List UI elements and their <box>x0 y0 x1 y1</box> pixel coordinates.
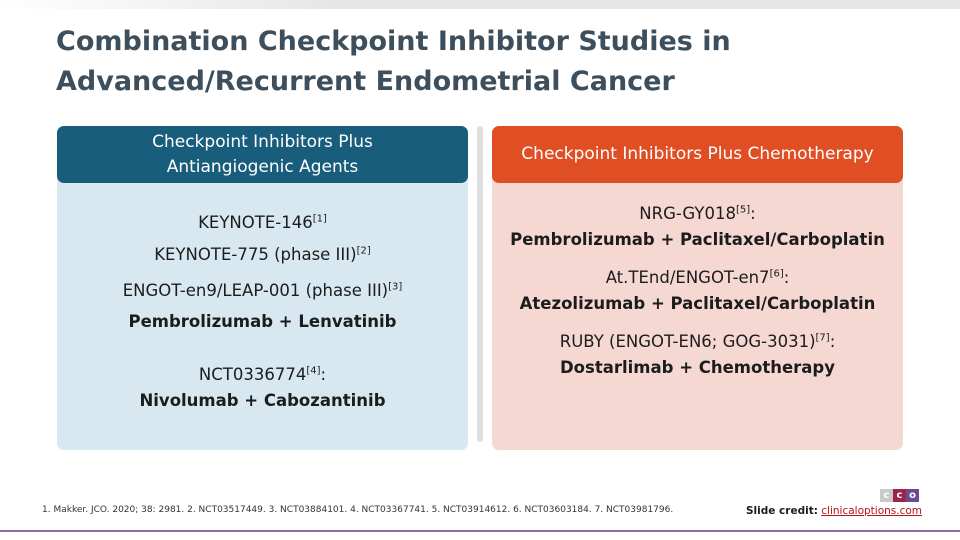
logo-letter-3: o <box>906 489 919 502</box>
study-name: KEYNOTE-775 (phase III) <box>154 245 357 264</box>
title-line-1: Combination Checkpoint Inhibitor Studies… <box>56 26 731 57</box>
slide-credit: Slide credit: clinicaloptions.com <box>746 505 922 517</box>
study-suffix: : <box>829 332 836 351</box>
chemotherapy-header-text: Checkpoint Inhibitors Plus Chemotherapy <box>521 144 874 164</box>
study-suffix: : <box>750 204 756 223</box>
chemotherapy-header: Checkpoint Inhibitors Plus Chemotherapy <box>492 126 903 183</box>
study-ref: [4] <box>306 365 321 377</box>
study-drug: Pembrolizumab + Lenvatinib <box>128 312 397 331</box>
study-name: RUBY (ENGOT-EN6; GOG-3031) <box>559 332 816 351</box>
study-name: NCT0336774 <box>198 365 307 384</box>
study-drug: Pembrolizumab + Paclitaxel/Carboplatin <box>510 230 885 249</box>
study-ref: [1] <box>312 213 327 225</box>
study-ref: [5] <box>735 204 751 216</box>
study-ref: [3] <box>388 281 403 293</box>
study-drug: Nivolumab + Cabozantinib <box>139 391 386 410</box>
study-nrg-gy018: NRG-GY018[5]: Pembrolizumab + Paclitaxel… <box>492 201 903 253</box>
study-name: At.TEnd/ENGOT-en7 <box>605 268 770 287</box>
logo-letter-2: c <box>893 489 906 502</box>
study-attend-engot-en7: At.TEnd/ENGOT-en7[6]: Atezolizumab + Pac… <box>492 265 903 317</box>
study-suffix: : <box>320 365 327 384</box>
study-ref: [7] <box>815 332 830 344</box>
study-name: ENGOT-en9/LEAP-001 (phase III) <box>122 281 389 300</box>
cco-logo: c c o <box>880 489 919 502</box>
study-engot-en9: ENGOT-en9/LEAP-001 (phase III)[3] Pembro… <box>57 278 468 335</box>
study-ruby: RUBY (ENGOT-EN6; GOG-3031)[7]: Dostarlim… <box>492 329 903 381</box>
credit-label: Slide credit: <box>746 505 818 517</box>
antiangiogenic-panel: Checkpoint Inhibitors Plus Antiangiogeni… <box>57 126 468 450</box>
antiangiogenic-header: Checkpoint Inhibitors Plus Antiangiogeni… <box>57 126 468 183</box>
study-ref: [6] <box>769 268 784 280</box>
logo-letter-1: c <box>880 489 893 502</box>
study-name: NRG-GY018 <box>639 204 736 223</box>
references-footnote: 1. Makker. JCO. 2020; 38: 2981. 2. NCT03… <box>42 505 674 515</box>
bottom-rule <box>0 530 960 532</box>
study-keynote-146: KEYNOTE-146[1] <box>57 210 468 236</box>
study-name: KEYNOTE-146 <box>198 213 313 232</box>
chemotherapy-panel: Checkpoint Inhibitors Plus Chemotherapy … <box>492 126 903 450</box>
slide-title: Combination Checkpoint Inhibitor Studies… <box>56 22 876 102</box>
antiangiogenic-header-line-1: Checkpoint Inhibitors Plus <box>152 131 373 152</box>
antiangiogenic-header-line-2: Antiangiogenic Agents <box>166 156 359 177</box>
study-suffix: : <box>783 268 790 287</box>
study-drug: Dostarlimab + Chemotherapy <box>559 358 835 377</box>
study-nct0336774: NCT0336774[4]: Nivolumab + Cabozantinib <box>57 362 468 414</box>
study-keynote-775: KEYNOTE-775 (phase III)[2] <box>57 242 468 268</box>
credit-link[interactable]: clinicaloptions.com <box>821 505 923 517</box>
top-rule <box>0 0 960 9</box>
title-line-2: Advanced/Recurrent Endometrial Cancer <box>56 66 675 97</box>
study-drug: Atezolizumab + Paclitaxel/Carboplatin <box>519 294 876 313</box>
study-ref: [2] <box>356 245 371 257</box>
column-divider <box>477 126 483 442</box>
